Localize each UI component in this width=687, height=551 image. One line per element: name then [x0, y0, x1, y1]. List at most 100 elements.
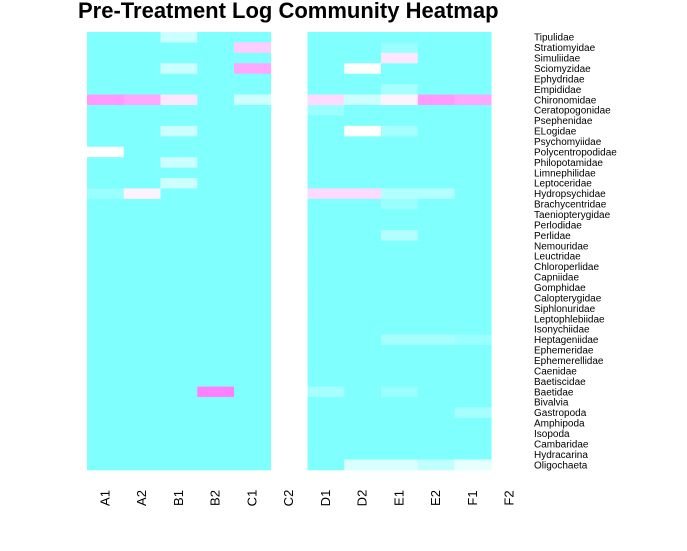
- heat-cell-b1-stratiomyidae: [160, 42, 198, 54]
- heat-cell-f1-empididae: [454, 84, 492, 95]
- heat-cell-a2-amphipoda: [123, 417, 161, 429]
- heat-cell-e2-ephemeridae: [417, 344, 455, 356]
- row-label-chironomidae: Chironomidae: [534, 95, 597, 106]
- heat-cell-a1-capniidae: [87, 271, 125, 283]
- heat-cell-e1-sciomyzidae: [381, 63, 419, 75]
- heat-cell-e2-isopoda: [417, 428, 455, 440]
- heat-cell-a2-bivalvia: [123, 397, 161, 408]
- heat-cell-d1-ephemeridae: [307, 344, 345, 356]
- heat-cell-f1-chloroperlidae: [454, 261, 492, 273]
- heat-cell-a2-capniidae: [123, 271, 161, 283]
- heat-cell-e1-limnephilidae: [381, 167, 419, 179]
- heat-cell-a2-hydropsychidae: [123, 188, 161, 200]
- heat-cell-e1-leuctridae: [381, 251, 419, 262]
- heat-cell-a1-elogidae: [87, 125, 125, 137]
- row-label-calopterygidae: Calopterygidae: [534, 293, 602, 304]
- heat-cell-e1-hydropsychidae: [381, 188, 419, 200]
- heat-cell-b1-bivalvia: [160, 397, 198, 408]
- heat-cell-e1-empididae: [381, 84, 419, 95]
- heat-cell-d2-ephydridae: [344, 73, 382, 85]
- heat-cell-b2-stratiomyidae: [197, 42, 235, 54]
- heat-cell-b2-cambaridae: [197, 438, 235, 450]
- heat-cell-d2-gomphidae: [344, 282, 382, 294]
- heat-cell-f1-bivalvia: [454, 397, 492, 408]
- heat-cell-a2-baetidae: [123, 386, 161, 398]
- heat-cell-f1-siphlonuridae: [454, 303, 492, 314]
- heat-cell-d1-brachycentridae: [307, 198, 345, 210]
- heat-cell-d1-capniidae: [307, 271, 345, 283]
- column-label-e2: E2: [428, 490, 443, 506]
- heat-cell-b2-perlidae: [197, 230, 235, 241]
- row-label-baetiscidae: Baetiscidae: [534, 377, 586, 388]
- heat-cell-c1-ceratopogonidae: [234, 105, 272, 116]
- heat-cell-d2-calopterygidae: [344, 292, 382, 304]
- heat-cell-a2-psychomyiidae: [123, 136, 161, 148]
- heat-cell-e2-amphipoda: [417, 417, 455, 429]
- heat-cell-a2-ephemeridae: [123, 344, 161, 356]
- heat-cell-e2-simuliidae: [417, 52, 455, 64]
- heat-cell-f1-limnephilidae: [454, 167, 492, 179]
- heat-cell-f1-ceratopogonidae: [454, 105, 492, 116]
- heat-cell-b1-heptageniidae: [160, 334, 198, 346]
- column-label-b1: B1: [171, 490, 186, 506]
- heat-cell-f1-psephenidae: [454, 115, 492, 127]
- row-label-ephemerellidae: Ephemerellidae: [534, 356, 604, 367]
- heat-cell-a2-philopotamidae: [123, 157, 161, 168]
- heat-cell-a2-elogidae: [123, 125, 161, 137]
- heat-cell-b1-baetidae: [160, 386, 198, 398]
- heat-cell-a2-stratiomyidae: [123, 42, 161, 54]
- heat-cell-b1-calopterygidae: [160, 292, 198, 304]
- heat-cell-d2-capniidae: [344, 271, 382, 283]
- heat-cell-c1-philopotamidae: [234, 157, 272, 168]
- heat-cell-f1-simuliidae: [454, 52, 492, 64]
- heat-cell-f1-leptophlebiidae: [454, 313, 492, 325]
- row-label-ephydridae: Ephydridae: [534, 74, 585, 85]
- heat-cell-d1-hydropsychidae: [307, 188, 345, 200]
- heat-cell-a2-cambaridae: [123, 438, 161, 450]
- heat-cell-c1-baetidae: [234, 386, 272, 398]
- heat-cell-c1-hydracarina: [234, 449, 272, 460]
- heat-cell-d2-leuctridae: [344, 251, 382, 262]
- heat-cell-b1-isonychiidae: [160, 324, 198, 335]
- column-label-a2: A2: [134, 490, 149, 506]
- heat-cell-c1-capniidae: [234, 271, 272, 283]
- heat-cell-e2-oligochaeta: [417, 459, 455, 471]
- heat-cell-d2-psephenidae: [344, 115, 382, 127]
- heat-cell-b2-isopoda: [197, 428, 235, 440]
- heat-cell-c1-tipulidae: [234, 32, 272, 43]
- heat-cell-b1-sciomyzidae: [160, 63, 198, 75]
- heat-cell-a2-simuliidae: [123, 52, 161, 64]
- heat-cell-a2-ephydridae: [123, 73, 161, 85]
- heat-cell-e2-heptageniidae: [417, 334, 455, 346]
- heat-cell-f1-perlodidae: [454, 219, 492, 231]
- heat-cell-a1-calopterygidae: [87, 292, 125, 304]
- heat-cell-d2-stratiomyidae: [344, 42, 382, 54]
- heat-cell-e1-amphipoda: [381, 417, 419, 429]
- heat-cell-b1-leuctridae: [160, 251, 198, 262]
- heat-cell-c1-amphipoda: [234, 417, 272, 429]
- heat-cell-a2-isopoda: [123, 428, 161, 440]
- heat-cell-c1-leptophlebiidae: [234, 313, 272, 325]
- row-label-leptophlebiidae: Leptophlebiidae: [534, 314, 605, 325]
- heat-cell-b2-psychomyiidae: [197, 136, 235, 148]
- heat-cell-b1-hydropsychidae: [160, 188, 198, 200]
- heat-cell-f1-baetiscidae: [454, 376, 492, 387]
- heat-cell-d2-chloroperlidae: [344, 261, 382, 273]
- heat-cell-e2-chironomidae: [417, 94, 455, 106]
- heat-cell-e1-capniidae: [381, 271, 419, 283]
- heat-cell-d1-cambaridae: [307, 438, 345, 450]
- heat-cell-d2-perlidae: [344, 230, 382, 241]
- heat-cell-a1-gomphidae: [87, 282, 125, 294]
- heat-cell-a1-philopotamidae: [87, 157, 125, 168]
- row-label-ceratopogonidae: Ceratopogonidae: [534, 106, 611, 117]
- heat-cell-a2-ceratopogonidae: [123, 105, 161, 116]
- heat-cell-b1-chloroperlidae: [160, 261, 198, 273]
- heat-cell-e1-siphlonuridae: [381, 303, 419, 314]
- heat-cell-d2-sciomyzidae: [344, 63, 382, 75]
- heat-cell-b2-philopotamidae: [197, 157, 235, 168]
- heat-cell-d2-nemouridae: [344, 240, 382, 252]
- heat-cell-a1-nemouridae: [87, 240, 125, 252]
- row-label-brachycentridae: Brachycentridae: [534, 200, 607, 211]
- heat-cell-d1-nemouridae: [307, 240, 345, 252]
- row-label-hydropsychidae: Hydropsychidae: [534, 189, 606, 200]
